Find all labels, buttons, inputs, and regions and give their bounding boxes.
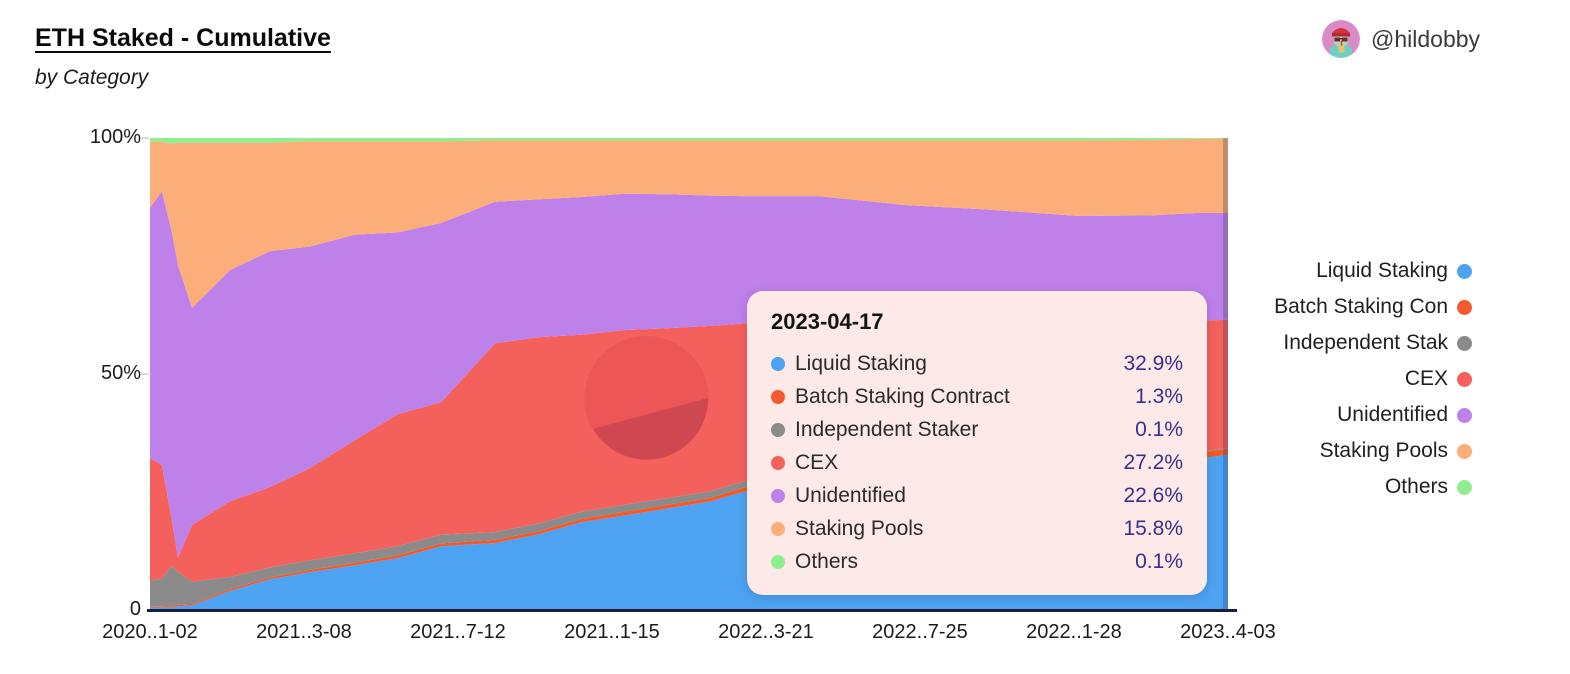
y-tick-label: 100% — [89, 126, 141, 148]
tooltip-color-dot — [771, 356, 785, 371]
legend-label: Unidentified — [1337, 403, 1448, 426]
tooltip-series-label: Staking Pools — [795, 516, 924, 540]
tooltip-series-label: Liquid Staking — [795, 351, 927, 375]
tooltip: 2023-04-17 Liquid Staking 32.9% Batch Stak… — [747, 291, 1207, 595]
tooltip-row-liquid-staking: Liquid Staking 32.9% — [771, 347, 1183, 380]
tooltip-series-label: Unidentified — [795, 483, 906, 507]
legend-color-dot — [1457, 335, 1472, 351]
tooltip-series-value: 32.9% — [1123, 351, 1183, 375]
page-title: ETH Staked - Cumulative — [35, 24, 331, 52]
tooltip-series-label: Independent Staker — [795, 417, 979, 441]
area-others[interactable] — [150, 138, 1228, 144]
tooltip-color-dot — [771, 455, 785, 470]
tooltip-color-dot — [771, 521, 785, 536]
legend-color-dot — [1457, 299, 1472, 315]
legend-color-dot — [1457, 479, 1472, 495]
x-tick-label: 2023..4-03 — [1180, 621, 1276, 643]
legend-item-batch-staking-con[interactable]: Batch Staking Con — [1142, 289, 1472, 325]
x-tick-label: 2020..1-02 — [102, 621, 198, 643]
x-tick-label: 2021..1-15 — [564, 621, 660, 643]
x-tick-label: 2021..7-12 — [410, 621, 506, 643]
tooltip-series-value: 0.1% — [1135, 549, 1183, 573]
legend-item-cex[interactable]: CEX — [1142, 361, 1472, 397]
x-tick-label: 2022..7-25 — [872, 621, 968, 643]
legend-label: Independent Stak — [1283, 331, 1448, 354]
legend-label: Others — [1384, 475, 1448, 498]
area-unidentified[interactable] — [150, 191, 1228, 558]
x-tick-label: 2022..1-28 — [1026, 621, 1122, 643]
area-staking-pools[interactable] — [150, 138, 1228, 308]
y-tick-label: 0 — [129, 598, 141, 620]
author-handle[interactable]: @hildobby — [1371, 25, 1481, 52]
y-tick-mark — [141, 373, 149, 375]
legend-color-dot — [1457, 443, 1472, 459]
x-tick-label: 2021..3-08 — [256, 621, 352, 643]
tooltip-color-dot — [771, 488, 785, 503]
tooltip-row-batch-staking-contract: Batch Staking Contract 1.3% — [771, 380, 1183, 413]
tooltip-row-staking-pools: Staking Pools 15.8% — [771, 512, 1183, 545]
tooltip-series-label: CEX — [795, 450, 839, 474]
author-avatar-icon — [1322, 20, 1360, 58]
y-tick-mark — [141, 137, 149, 139]
legend-color-dot — [1457, 263, 1472, 279]
legend-item-unidentified[interactable]: Unidentified — [1142, 397, 1472, 433]
tooltip-date: 2023-04-17 — [771, 309, 884, 334]
legend-item-independent-stak[interactable]: Independent Stak — [1142, 325, 1472, 361]
plot-right-edge — [1223, 138, 1228, 610]
x-tick-label: 2022..3-21 — [718, 621, 814, 643]
legend-item-staking-pools[interactable]: Staking Pools — [1142, 433, 1472, 469]
tooltip-row-independent-staker: Independent Staker 0.1% — [771, 413, 1183, 446]
page-subtitle: by Category — [35, 66, 149, 89]
tooltip-series-label: Others — [795, 549, 859, 573]
watermark-segment — [593, 398, 708, 460]
legend-label: Staking Pools — [1319, 439, 1448, 462]
tooltip-color-dot — [771, 422, 785, 437]
legend-label: Batch Staking Con — [1274, 295, 1448, 318]
tooltip-color-dot — [771, 389, 785, 404]
tooltip-series-value: 15.8% — [1123, 516, 1183, 540]
legend-item-others[interactable]: Others — [1142, 469, 1472, 505]
author: @hildobby — [1322, 20, 1480, 58]
tooltip-color-dot — [771, 554, 785, 569]
tooltip-row-others: Others 0.1% — [771, 545, 1183, 578]
tooltip-series-label: Batch Staking Contract — [795, 384, 1010, 408]
tooltip-row-cex: CEX 27.2% — [771, 446, 1183, 479]
y-tick-label: 50% — [100, 362, 141, 384]
watermark-circle — [584, 336, 709, 460]
legend-item-liquid-staking[interactable]: Liquid Staking — [1142, 253, 1472, 289]
legend-color-dot — [1457, 407, 1472, 423]
tooltip-series-value: 22.6% — [1123, 483, 1183, 507]
tooltip-series-value: 27.2% — [1123, 450, 1183, 474]
x-axis-line — [147, 609, 1237, 612]
tooltip-series-value: 0.1% — [1135, 417, 1183, 441]
tooltip-rows: Liquid Staking 32.9% Batch Staking Contrac… — [771, 347, 1183, 578]
legend-label: Liquid Staking — [1316, 259, 1448, 282]
tooltip-series-value: 1.3% — [1135, 384, 1183, 408]
legend-color-dot — [1457, 371, 1472, 387]
tooltip-row-unidentified: Unidentified 22.6% — [771, 479, 1183, 512]
legend: Liquid Staking Batch Staking Con Independe… — [1142, 253, 1472, 505]
legend-label: CEX — [1404, 367, 1448, 390]
